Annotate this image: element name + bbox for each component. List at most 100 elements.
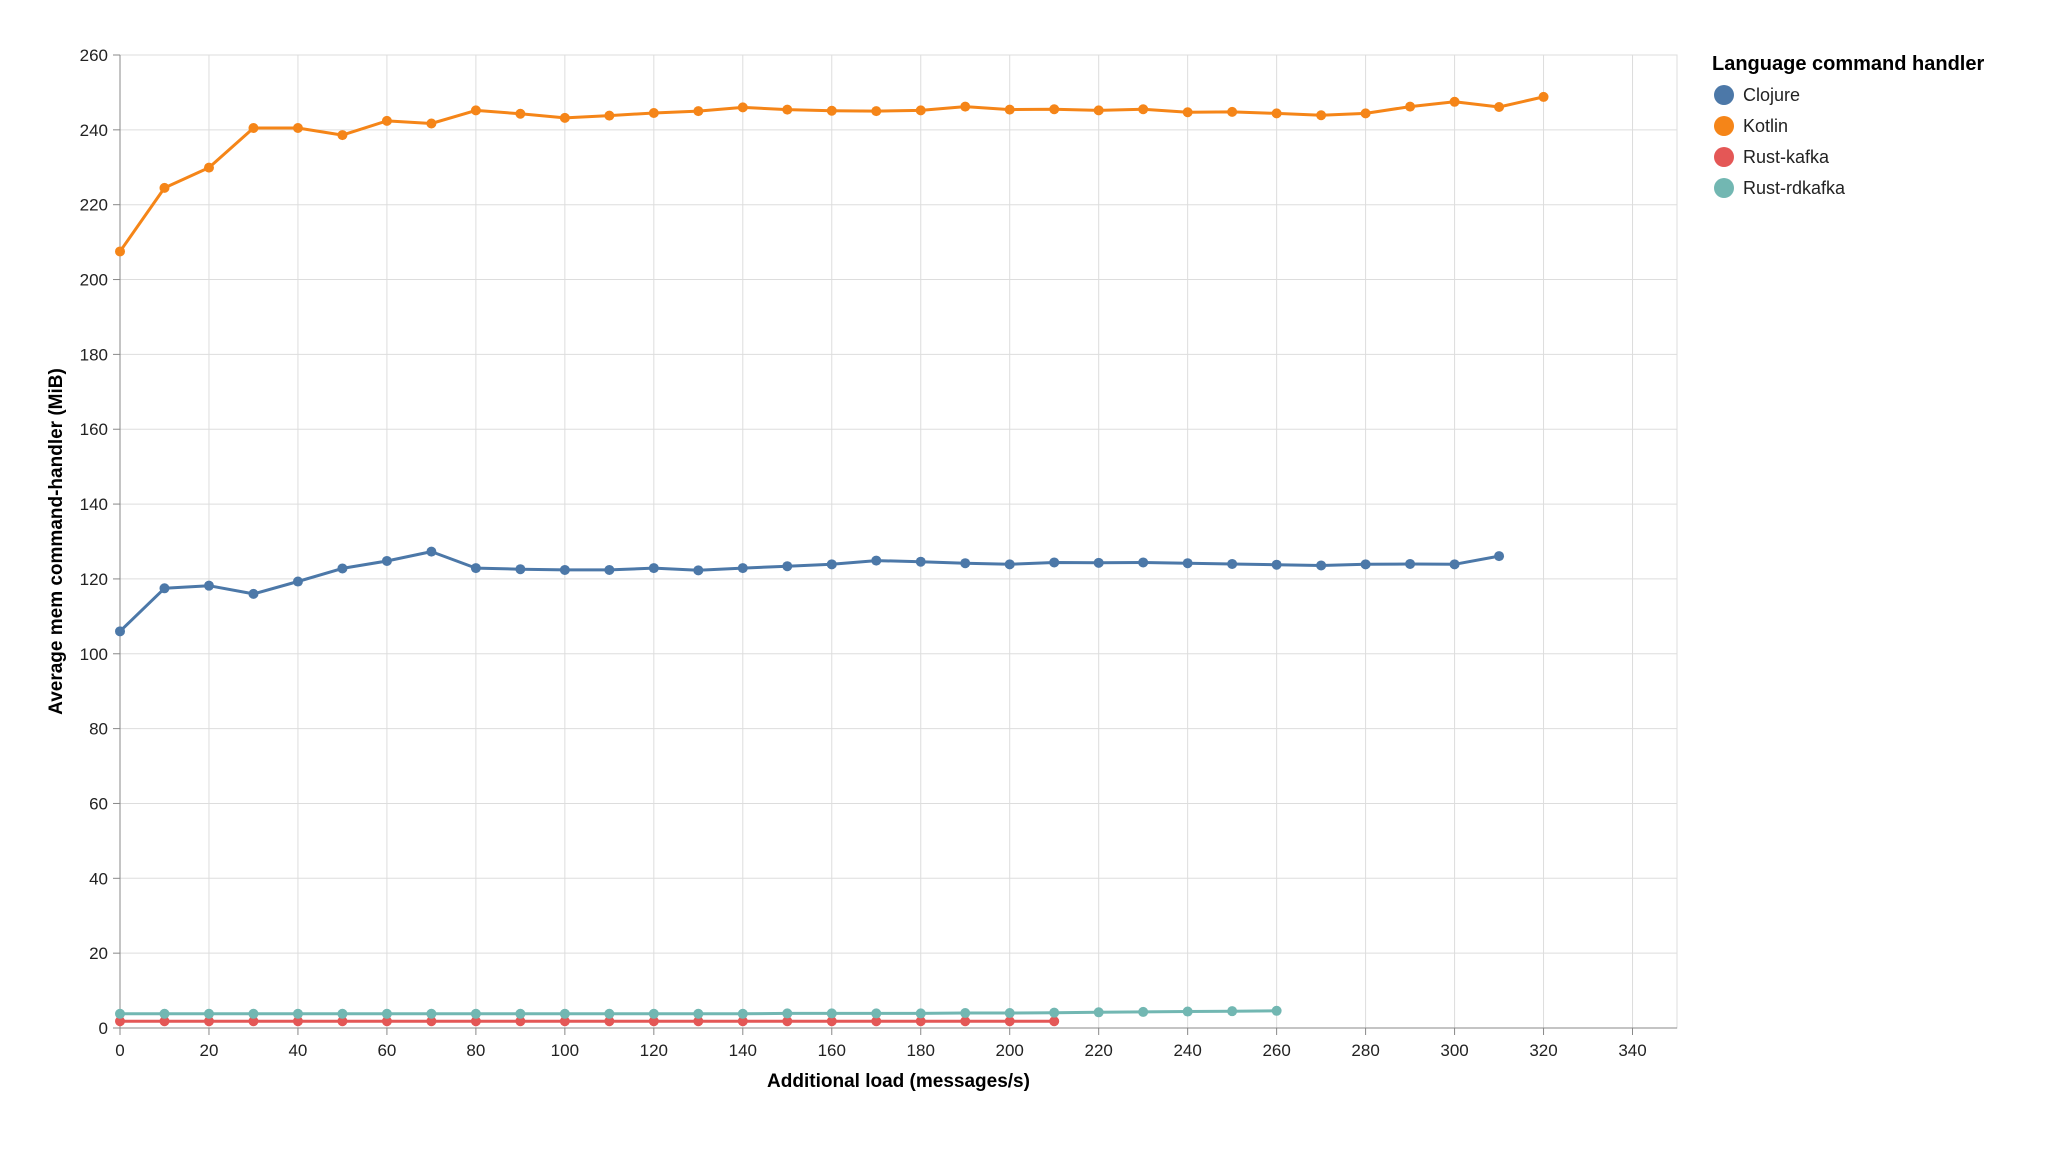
data-point	[915, 1008, 926, 1019]
data-point	[337, 130, 348, 141]
data-point	[782, 1016, 793, 1027]
x-tick-label: 340	[1618, 1041, 1646, 1060]
data-point	[1227, 1006, 1238, 1017]
data-point	[826, 1016, 837, 1027]
data-point	[248, 1016, 259, 1027]
data-point	[648, 1016, 659, 1027]
data-point	[426, 1016, 437, 1027]
x-tick-label: 220	[1084, 1041, 1112, 1060]
data-point	[604, 110, 615, 121]
data-point	[1182, 1006, 1193, 1017]
data-point	[426, 118, 437, 129]
series-rust-rdkafka	[115, 1005, 1282, 1019]
series-kotlin	[115, 91, 1549, 257]
data-point	[559, 564, 570, 575]
y-tick-label: 40	[89, 869, 108, 888]
legend-label: Rust-kafka	[1743, 147, 1830, 167]
data-point	[1138, 104, 1149, 115]
x-tick-label: 140	[729, 1041, 757, 1060]
x-tick-label: 320	[1529, 1041, 1557, 1060]
data-point	[1316, 110, 1327, 121]
data-point	[693, 1008, 704, 1019]
x-tick-label: 60	[377, 1041, 396, 1060]
data-point	[737, 102, 748, 113]
data-point	[1182, 558, 1193, 569]
data-point	[470, 1016, 481, 1027]
data-point	[693, 1016, 704, 1027]
data-point	[248, 122, 259, 133]
data-point	[1271, 108, 1282, 119]
series-rust-kafka	[115, 1016, 1060, 1027]
data-point	[1449, 559, 1460, 570]
y-tick-label: 120	[80, 570, 108, 589]
y-tick-label: 60	[89, 794, 108, 813]
x-tick-label: 240	[1173, 1041, 1201, 1060]
data-point	[159, 1016, 170, 1027]
grid-lines	[119, 54, 1677, 1029]
data-point	[515, 108, 526, 119]
data-point	[604, 564, 615, 575]
data-point	[1049, 104, 1060, 115]
data-point	[915, 105, 926, 116]
data-point	[1271, 1005, 1282, 1016]
data-point	[337, 1008, 348, 1019]
data-point	[515, 1008, 526, 1019]
y-axis-title: Average mem command-handler (MiB)	[46, 368, 67, 715]
legend-label: Rust-rdkafka	[1743, 178, 1846, 198]
data-point	[515, 1016, 526, 1027]
data-point	[1538, 91, 1549, 102]
legend-label: Clojure	[1743, 85, 1800, 105]
x-tick-label: 300	[1440, 1041, 1468, 1060]
x-tick-label: 180	[907, 1041, 935, 1060]
data-point	[826, 559, 837, 570]
data-point	[292, 1008, 303, 1019]
data-point	[203, 1016, 214, 1027]
data-point	[292, 576, 303, 587]
data-point	[470, 105, 481, 116]
data-point	[960, 1016, 971, 1027]
data-point	[915, 1016, 926, 1027]
y-tick-label: 240	[80, 121, 108, 140]
data-point	[159, 583, 170, 594]
data-point	[115, 1016, 125, 1027]
data-point	[1271, 559, 1282, 570]
data-point	[1182, 107, 1193, 118]
data-point	[737, 1016, 748, 1027]
data-point	[1227, 106, 1238, 117]
data-point	[381, 1008, 392, 1019]
data-point	[1405, 558, 1416, 569]
data-point	[1004, 1016, 1015, 1027]
data-point	[1093, 557, 1104, 568]
data-point	[648, 563, 659, 574]
x-tick-label: 20	[200, 1041, 219, 1060]
data-point	[1360, 559, 1371, 570]
data-point	[381, 555, 392, 566]
data-point	[559, 1016, 570, 1027]
data-point	[515, 564, 526, 575]
data-point	[426, 1008, 437, 1019]
data-point	[1004, 1008, 1015, 1019]
y-tick-label: 100	[80, 645, 108, 664]
data-point	[1494, 102, 1505, 113]
legend-title: Language command handler	[1712, 53, 1984, 75]
data-point	[648, 1008, 659, 1019]
y-tick-label: 140	[80, 495, 108, 514]
data-point	[203, 580, 214, 591]
data-point	[1316, 560, 1327, 571]
series-clojure	[115, 546, 1505, 637]
x-tick-label: 160	[818, 1041, 846, 1060]
x-tick-label: 200	[996, 1041, 1024, 1060]
data-point	[782, 1008, 793, 1019]
y-tick-label: 260	[80, 46, 108, 65]
data-point	[1093, 105, 1104, 116]
legend-symbol	[1714, 178, 1734, 198]
data-point	[1138, 557, 1149, 568]
data-point	[1227, 558, 1238, 569]
x-tick-label: 100	[551, 1041, 579, 1060]
data-point	[1360, 108, 1371, 119]
x-tick-label: 80	[466, 1041, 485, 1060]
data-point	[737, 1008, 748, 1019]
data-point	[337, 563, 348, 574]
data-point	[159, 1008, 170, 1019]
